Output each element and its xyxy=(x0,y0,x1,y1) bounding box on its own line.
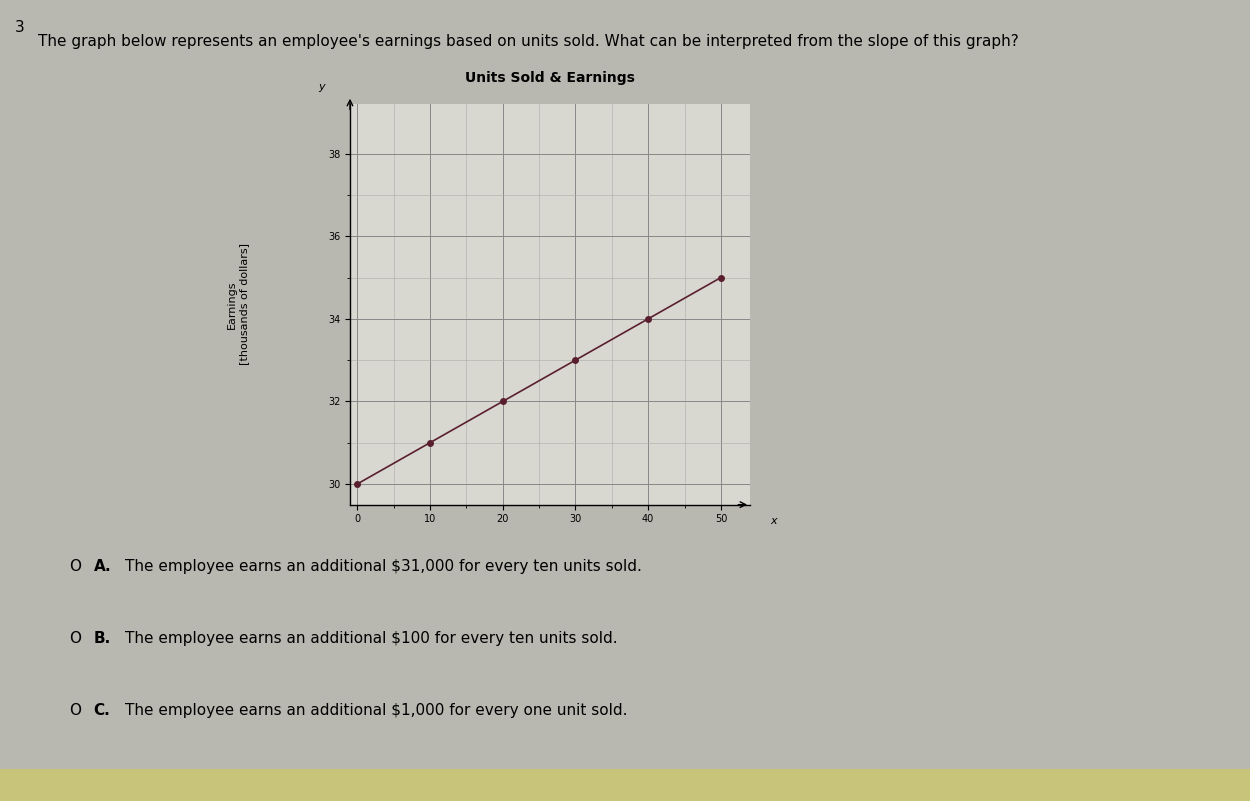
Text: The employee earns an additional $100 for every ten units sold.: The employee earns an additional $100 fo… xyxy=(125,631,618,646)
Text: The employee earns an additional $1,000 for every one unit sold.: The employee earns an additional $1,000 … xyxy=(125,703,628,718)
Title: Units Sold & Earnings: Units Sold & Earnings xyxy=(465,71,635,85)
Text: The graph below represents an employee's earnings based on units sold. What can : The graph below represents an employee's… xyxy=(38,34,1019,49)
Text: A.: A. xyxy=(94,559,111,574)
Text: The employee earns an additional $31,000 for every ten units sold.: The employee earns an additional $31,000… xyxy=(125,559,642,574)
Text: B.: B. xyxy=(94,631,111,646)
Text: O: O xyxy=(69,631,81,646)
Text: C.: C. xyxy=(94,703,110,718)
Text: Earnings
[thousands of dollars]: Earnings [thousands of dollars] xyxy=(228,244,249,365)
Text: O: O xyxy=(69,703,81,718)
Text: y: y xyxy=(319,83,325,92)
Text: x: x xyxy=(770,516,776,525)
Text: O: O xyxy=(69,559,81,574)
Text: Units Sold: Units Sold xyxy=(519,545,581,557)
Text: 3: 3 xyxy=(15,20,25,35)
